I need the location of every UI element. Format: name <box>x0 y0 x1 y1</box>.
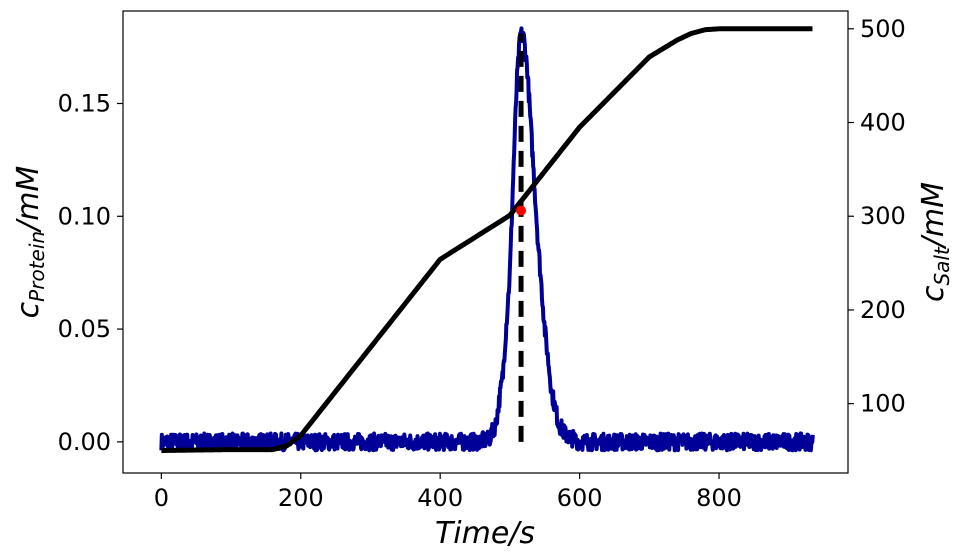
x-axis-label: Time/s <box>435 516 535 551</box>
y-left-tick-label: 0.00 <box>58 428 111 456</box>
y-right-main: c <box>916 285 951 302</box>
protein-series-line <box>159 26 815 453</box>
y-axis-label-left: cProtein/mM <box>11 166 49 319</box>
series-group <box>159 26 815 454</box>
y-left-tick-label: 0.15 <box>58 89 111 117</box>
y-ticks-right: 100 200 300 400 500 <box>848 15 906 418</box>
y-right-tick-label: 400 <box>860 109 906 137</box>
x-tick-label: 400 <box>417 484 463 512</box>
y-left-main: c <box>11 301 46 318</box>
y-left-tick-label: 0.05 <box>58 315 111 343</box>
y-left-sub: Protein <box>25 231 49 302</box>
y-axis-label-right: cSalt/mM <box>916 182 954 302</box>
y-left-tick-label: 0.10 <box>58 202 111 230</box>
y-right-unit: /mM <box>916 182 951 250</box>
x-ticks: 0 200 400 600 800 <box>154 473 742 512</box>
x-tick-label: 0 <box>154 484 169 512</box>
x-tick-label: 800 <box>696 484 742 512</box>
y-right-tick-label: 500 <box>860 15 906 43</box>
y-right-sub: Salt <box>930 246 954 286</box>
x-tick-label: 200 <box>278 484 324 512</box>
plot-area <box>122 10 849 474</box>
y-ticks-left: 0.00 0.05 0.10 0.15 <box>58 89 123 456</box>
peak-marker <box>516 205 527 216</box>
y-right-tick-label: 100 <box>860 390 906 418</box>
x-tick-label: 600 <box>557 484 603 512</box>
y-right-tick-label: 300 <box>860 202 906 230</box>
salt-series-line <box>160 26 814 454</box>
y-right-tick-label: 200 <box>860 296 906 324</box>
y-left-unit: /mM <box>11 166 46 234</box>
